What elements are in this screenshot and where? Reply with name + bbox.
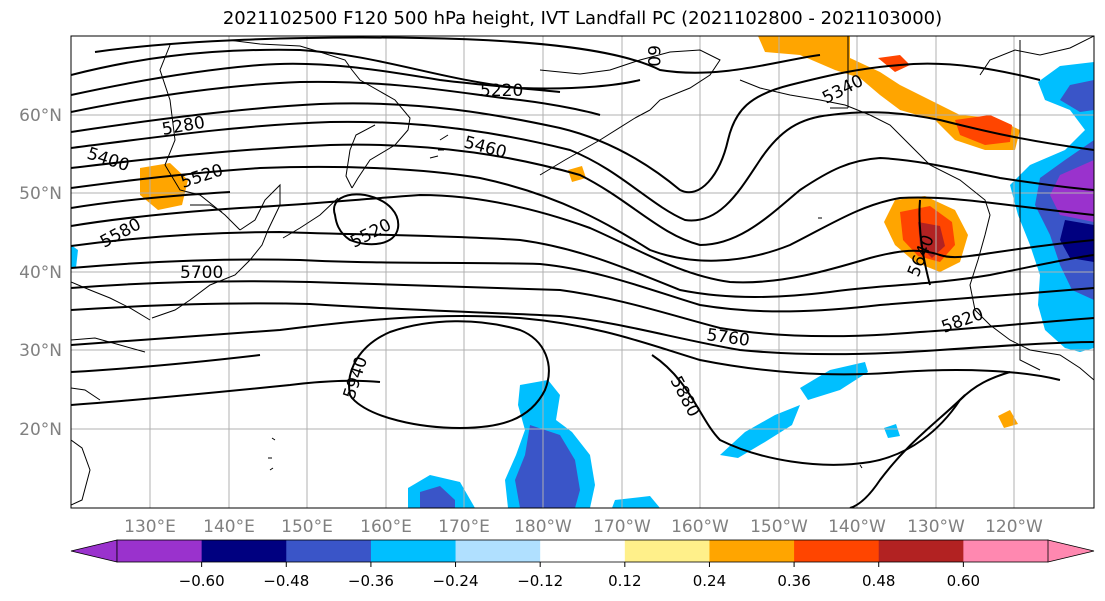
lon-label: 170°W	[593, 517, 651, 537]
lon-label: 130°W	[907, 517, 965, 537]
lat-label: 40°N	[19, 263, 62, 283]
colorbar-tick-label: −0.60	[179, 572, 225, 590]
ivt-strong-positive-area	[878, 55, 910, 72]
ivt-positive-area	[758, 36, 1020, 150]
colorbar-tick-label: 0.60	[947, 572, 980, 590]
ivt-negative-area	[515, 425, 580, 508]
lon-label: 140°E	[203, 517, 255, 537]
colorbar-extend-max	[1047, 539, 1095, 563]
colorbar-segment	[878, 540, 964, 562]
colorbar-segment	[794, 540, 880, 562]
ivt-negative-area	[71, 245, 78, 268]
colorbar-tick-label: 0.12	[608, 572, 641, 590]
lon-label: 130°E	[124, 517, 176, 537]
colorbar-segment	[455, 540, 541, 562]
colorbar-segment	[963, 540, 1049, 562]
colorbar-segment	[624, 540, 710, 562]
ivt-positive-area	[998, 410, 1018, 428]
lon-label: 160°E	[360, 517, 412, 537]
colorbar-segment	[370, 540, 457, 562]
colorbar-segment	[709, 540, 795, 562]
lon-label: 120°W	[985, 517, 1043, 537]
colorbar-tick-label: 0.36	[777, 572, 810, 590]
colorbar-tick-label: −0.48	[263, 572, 309, 590]
map-frame	[70, 35, 1095, 509]
colorbar-segment	[117, 540, 203, 562]
contour-label: 5220	[480, 81, 523, 101]
ivt-negative-area	[612, 496, 660, 508]
lon-label: 160°W	[671, 517, 729, 537]
colorbar-tick-label: 0.48	[862, 572, 895, 590]
lon-label: 150°W	[750, 517, 808, 537]
ivt-negative-area	[800, 362, 868, 400]
latitude-labels: 60°N 50°N 40°N 30°N 20°N	[19, 106, 62, 440]
lon-label: 140°W	[828, 517, 886, 537]
longitude-labels: 130°E 140°E 150°E 160°E 170°E 180°W 170°…	[124, 517, 1043, 537]
ivt-very-strong-positive-area	[918, 222, 945, 258]
lon-label: 150°E	[281, 517, 333, 537]
map-gridlines	[71, 36, 1094, 508]
colorbar-tick-label: 0.24	[693, 572, 726, 590]
map-title: 2021102500 F120 500 hPa height, IVT Land…	[222, 8, 943, 29]
lat-label: 30°N	[19, 341, 62, 361]
ivt-negative-area	[420, 486, 455, 508]
colorbar-segment	[201, 540, 287, 562]
ivt-shading	[71, 36, 1094, 508]
colorbar-segment	[540, 540, 626, 562]
lon-label: 180°W	[514, 517, 572, 537]
contour-label: 60	[643, 45, 663, 67]
colorbar-tick-label: −0.12	[517, 572, 563, 590]
ivt-negative-area	[720, 405, 800, 458]
colorbar-extend-min	[70, 539, 118, 563]
colorbar: −0.60 −0.48 −0.36 −0.24 −0.12 0.12 0.24 0.36 0.4…	[70, 539, 1095, 590]
colorbar-tick-label: −0.24	[433, 572, 479, 590]
ivt-negative-area	[884, 424, 900, 438]
contour-label: 5700	[180, 263, 223, 283]
colorbar-frame	[116, 539, 1049, 563]
lon-label: 170°E	[438, 517, 490, 537]
lat-label: 60°N	[19, 106, 62, 126]
height-contours	[71, 36, 1094, 508]
lat-label: 50°N	[19, 184, 62, 204]
ivt-negative-area	[1060, 80, 1094, 112]
lat-label: 20°N	[19, 420, 62, 440]
ivt-strong-negative-area	[1050, 160, 1094, 222]
colorbar-segment	[286, 540, 372, 562]
colorbar-tick-label: −0.36	[348, 572, 394, 590]
